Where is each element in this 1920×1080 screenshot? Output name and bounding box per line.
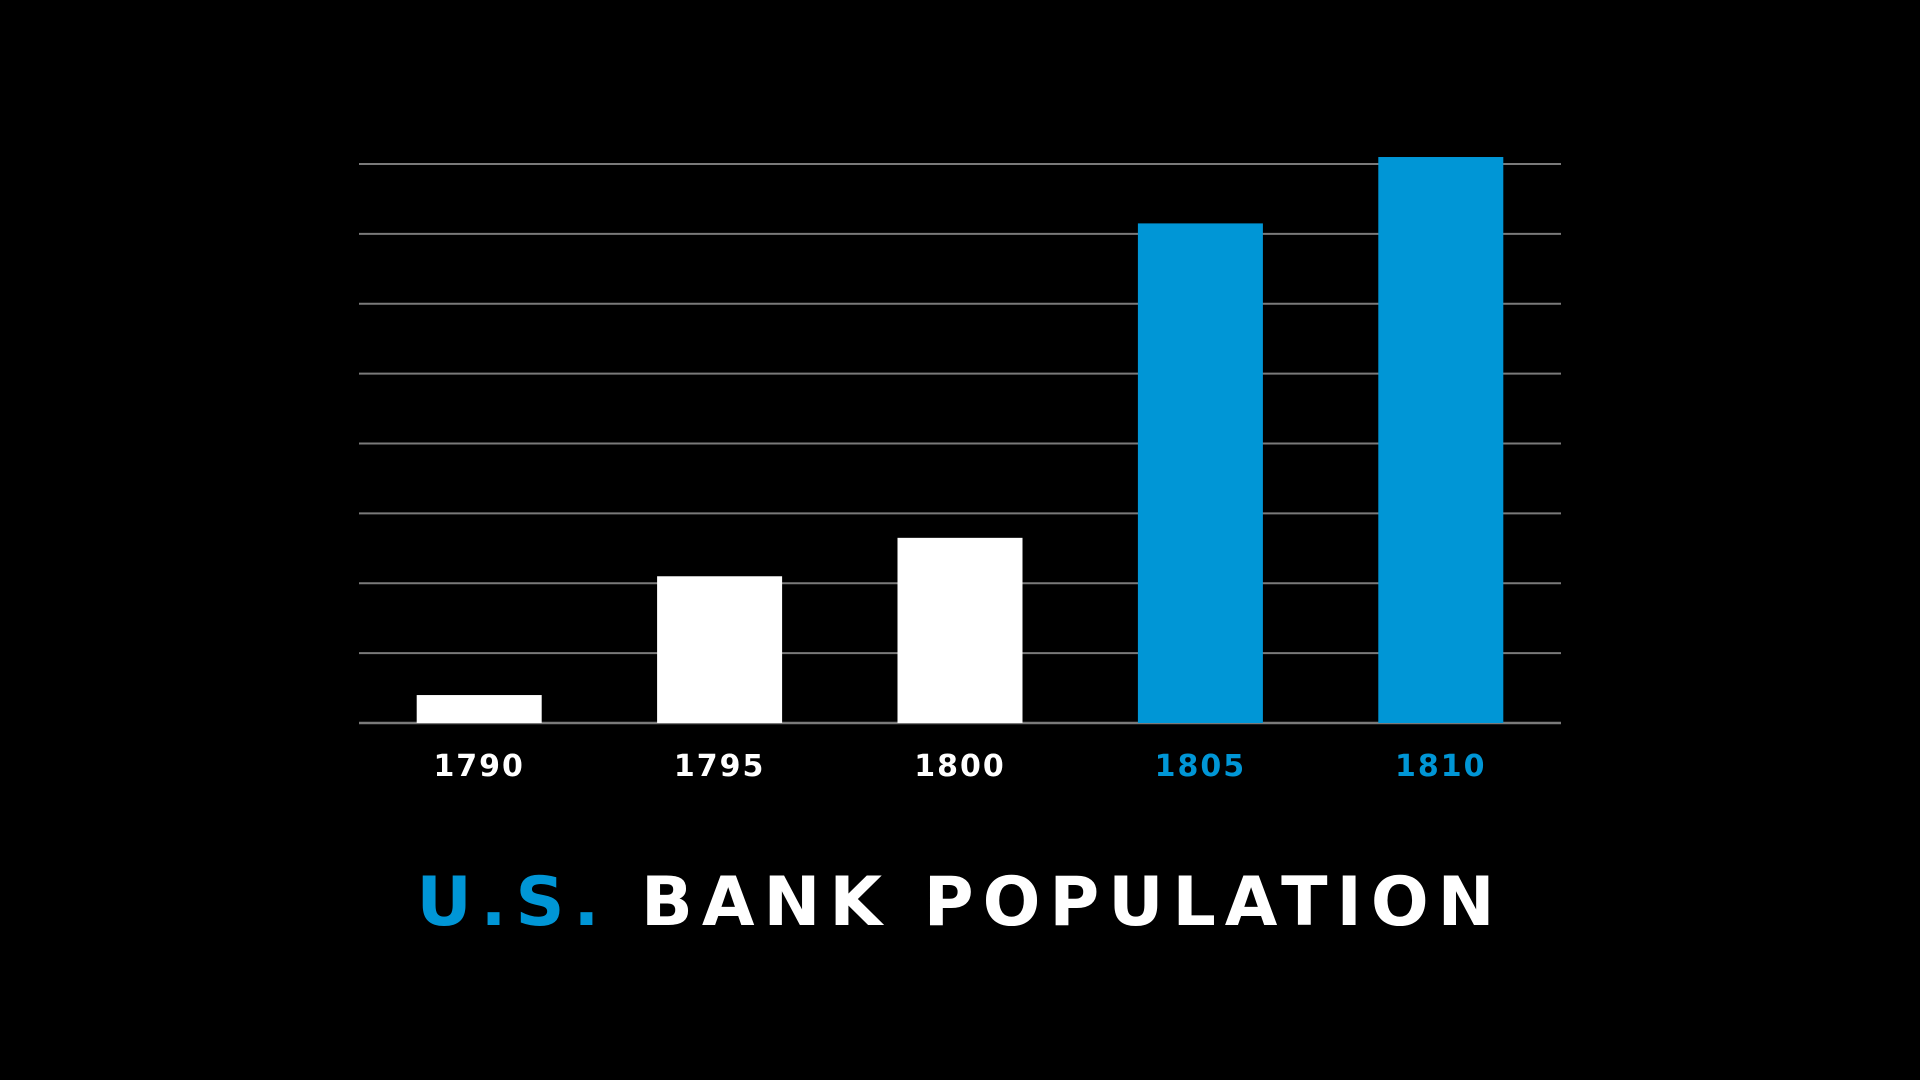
bar-1800 bbox=[897, 537, 1023, 723]
bar-1805 bbox=[1137, 223, 1263, 724]
chart-title-main: BANK POPULATION bbox=[641, 863, 1504, 942]
x-tick-label-1800: 1800 bbox=[914, 749, 1006, 784]
x-tick-label-1790: 1790 bbox=[433, 749, 525, 784]
gridlines bbox=[359, 163, 1561, 725]
bar-1795 bbox=[657, 576, 783, 723]
x-tick-label-1810: 1810 bbox=[1395, 749, 1487, 784]
x-tick-label-1795: 1795 bbox=[674, 749, 766, 784]
bar-1790 bbox=[416, 695, 542, 723]
x-tick-label-1805: 1805 bbox=[1155, 749, 1247, 784]
chart-title-accent: U.S. bbox=[416, 863, 609, 942]
bar-1810 bbox=[1378, 157, 1504, 723]
x-tick-labels: 1790 1795 1800 1805 1810 bbox=[433, 749, 1487, 784]
bars bbox=[416, 157, 1504, 724]
chart-title: U.S. BANK POPULATION bbox=[0, 862, 1920, 944]
